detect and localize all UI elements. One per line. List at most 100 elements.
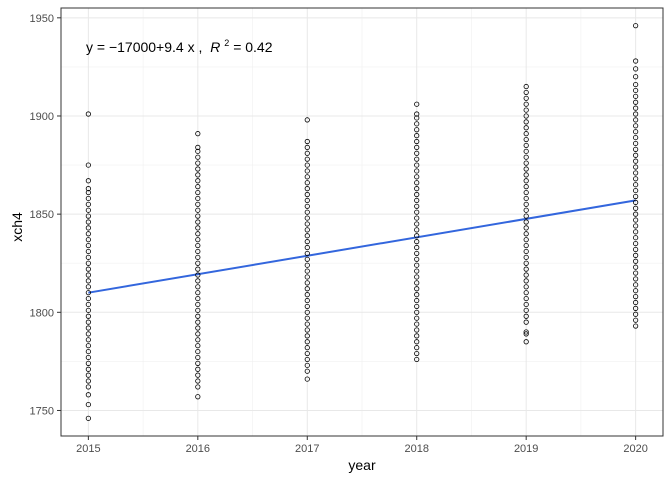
data-point <box>85 313 91 319</box>
data-point <box>633 240 639 247</box>
data-point <box>414 144 420 150</box>
data-point <box>633 252 639 258</box>
data-point <box>633 311 639 317</box>
data-point <box>523 107 529 113</box>
data-point <box>85 219 91 225</box>
y-tick-label: 1900 <box>30 111 54 123</box>
data-point <box>633 129 639 135</box>
data-point <box>195 213 201 219</box>
data-point <box>304 180 310 186</box>
data-point <box>85 242 91 249</box>
data-point <box>304 117 310 123</box>
data-point <box>523 266 529 272</box>
data-point <box>85 278 91 284</box>
data-point <box>85 272 91 278</box>
data-point <box>195 207 201 213</box>
data-point <box>195 337 201 343</box>
y-axis-title: xch4 <box>9 212 25 242</box>
data-point <box>633 305 639 311</box>
points <box>85 23 639 421</box>
data-point <box>633 66 639 72</box>
data-point <box>633 199 639 205</box>
data-point <box>304 174 310 180</box>
data-point <box>633 246 639 253</box>
x-tick-label: 2016 <box>186 443 210 455</box>
x-axis-title: year <box>348 457 376 473</box>
data-point <box>523 178 529 184</box>
data-point <box>633 229 639 235</box>
data-point <box>523 339 529 345</box>
data-point <box>304 321 310 327</box>
data-point <box>414 280 420 286</box>
data-point <box>523 184 529 190</box>
data-point <box>85 354 91 361</box>
data-point <box>304 150 310 156</box>
data-point <box>195 131 201 137</box>
data-point <box>414 221 420 227</box>
data-point <box>633 93 639 99</box>
data-point <box>633 270 639 276</box>
data-point <box>633 193 639 200</box>
data-point <box>633 276 639 282</box>
data-point <box>195 354 201 361</box>
data-point <box>304 309 310 315</box>
data-point <box>195 231 201 237</box>
data-point <box>195 290 201 296</box>
data-point <box>523 260 529 266</box>
data-point <box>414 327 420 333</box>
data-point <box>414 174 420 180</box>
data-point <box>523 329 529 335</box>
data-point <box>633 317 639 323</box>
data-point <box>523 160 529 166</box>
fit-layer <box>88 199 636 294</box>
data-point <box>633 205 639 211</box>
data-point <box>633 187 639 194</box>
data-point <box>85 266 91 272</box>
data-point <box>633 176 639 182</box>
data-point <box>85 254 91 260</box>
data-point <box>523 207 529 213</box>
data-point <box>195 284 201 290</box>
data-point <box>304 303 310 310</box>
data-point <box>195 313 201 319</box>
data-point <box>414 209 420 215</box>
data-point <box>633 170 639 176</box>
data-point <box>633 74 639 80</box>
data-point <box>414 111 420 117</box>
data-point <box>195 248 201 255</box>
data-point <box>633 258 639 264</box>
data-point <box>304 333 310 339</box>
data-point <box>304 250 310 257</box>
r-squared-value: = 0.42 <box>233 39 273 55</box>
data-point <box>195 160 201 166</box>
data-point <box>523 307 529 313</box>
data-point <box>85 348 91 355</box>
data-point <box>523 231 529 237</box>
data-point <box>195 219 201 225</box>
data-point <box>85 111 91 117</box>
data-point <box>195 254 201 260</box>
data-point <box>195 178 201 184</box>
data-point <box>304 191 310 198</box>
data-point <box>85 366 91 372</box>
data-point <box>633 288 639 294</box>
data-point <box>304 227 310 233</box>
data-point <box>414 262 420 268</box>
data-point <box>633 158 639 164</box>
data-point <box>304 233 310 239</box>
data-point <box>195 360 201 366</box>
data-point <box>304 256 310 262</box>
data-point <box>85 415 91 421</box>
data-point <box>195 348 201 355</box>
data-point <box>304 156 310 162</box>
r-squared-exponent: 2 <box>224 38 229 48</box>
data-point <box>304 362 310 368</box>
data-point <box>523 295 529 302</box>
data-point <box>523 166 529 172</box>
data-point <box>304 144 310 150</box>
data-point <box>414 292 420 298</box>
data-point <box>304 368 310 374</box>
data-point <box>414 162 420 168</box>
data-point <box>85 301 91 308</box>
data-point <box>195 319 201 325</box>
